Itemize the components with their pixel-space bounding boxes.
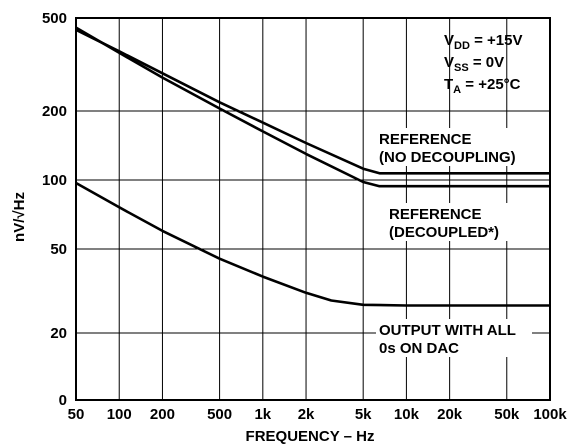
- plot-frame: [75, 17, 551, 401]
- x-axis-label: FREQUENCY – Hz: [246, 428, 375, 445]
- label-bg-ref-no-decoupling: [376, 128, 552, 166]
- test-conditions: VDD = +15V VSS = 0V TA = +25°C: [444, 32, 522, 96]
- y-tick-label: 500: [42, 10, 67, 27]
- label-ref-decoupled-line2: (DECOUPLED*): [389, 224, 499, 241]
- series-output-zero: [75, 181, 550, 307]
- label-output-zero-line1: OUTPUT WITH ALL: [379, 322, 516, 339]
- y-axis-label: nV/√Hz: [11, 192, 28, 242]
- label-ref-no-decoupling-line2: (NO DECOUPLING): [379, 149, 516, 166]
- x-tick-label: 20k: [437, 406, 463, 423]
- x-tick-label: 200: [150, 406, 175, 423]
- label-ref-no-decoupling-line1: REFERENCE: [379, 131, 472, 148]
- y-tick-label: 50: [50, 241, 67, 258]
- condition-vss: VSS = 0V: [444, 54, 504, 74]
- x-tick-label: 5k: [355, 406, 372, 423]
- y-tick-label: 200: [42, 103, 67, 120]
- x-tick-label: 100: [107, 406, 132, 423]
- y-tick-label: 0: [59, 392, 67, 409]
- x-tick-label: 2k: [298, 406, 315, 423]
- series-lines: [75, 26, 550, 307]
- x-tick-label: 100k: [533, 406, 567, 423]
- x-tick-labels: 50 100 200 500 1k 2k 5k 10k 20k 50k 100k: [68, 406, 568, 423]
- x-tick-label: 50k: [494, 406, 520, 423]
- condition-vdd: VDD = +15V: [444, 32, 522, 52]
- y-tick-label: 20: [50, 325, 67, 342]
- label-ref-decoupled-line1: REFERENCE: [389, 206, 482, 223]
- x-tick-label: 1k: [254, 406, 271, 423]
- series-ref-decoupled: [75, 26, 550, 188]
- x-tick-label: 10k: [394, 406, 420, 423]
- x-tick-label: 500: [207, 406, 232, 423]
- series-ref-no-decoupling: [75, 28, 550, 175]
- condition-ta: TA = +25°C: [444, 76, 521, 96]
- x-tick-label: 50: [68, 406, 85, 423]
- label-bg-output-zero: [376, 319, 532, 357]
- label-bg-ref-decoupled: [386, 203, 522, 241]
- label-output-zero-line2: 0s ON DAC: [379, 340, 459, 357]
- y-tick-label: 100: [42, 172, 67, 189]
